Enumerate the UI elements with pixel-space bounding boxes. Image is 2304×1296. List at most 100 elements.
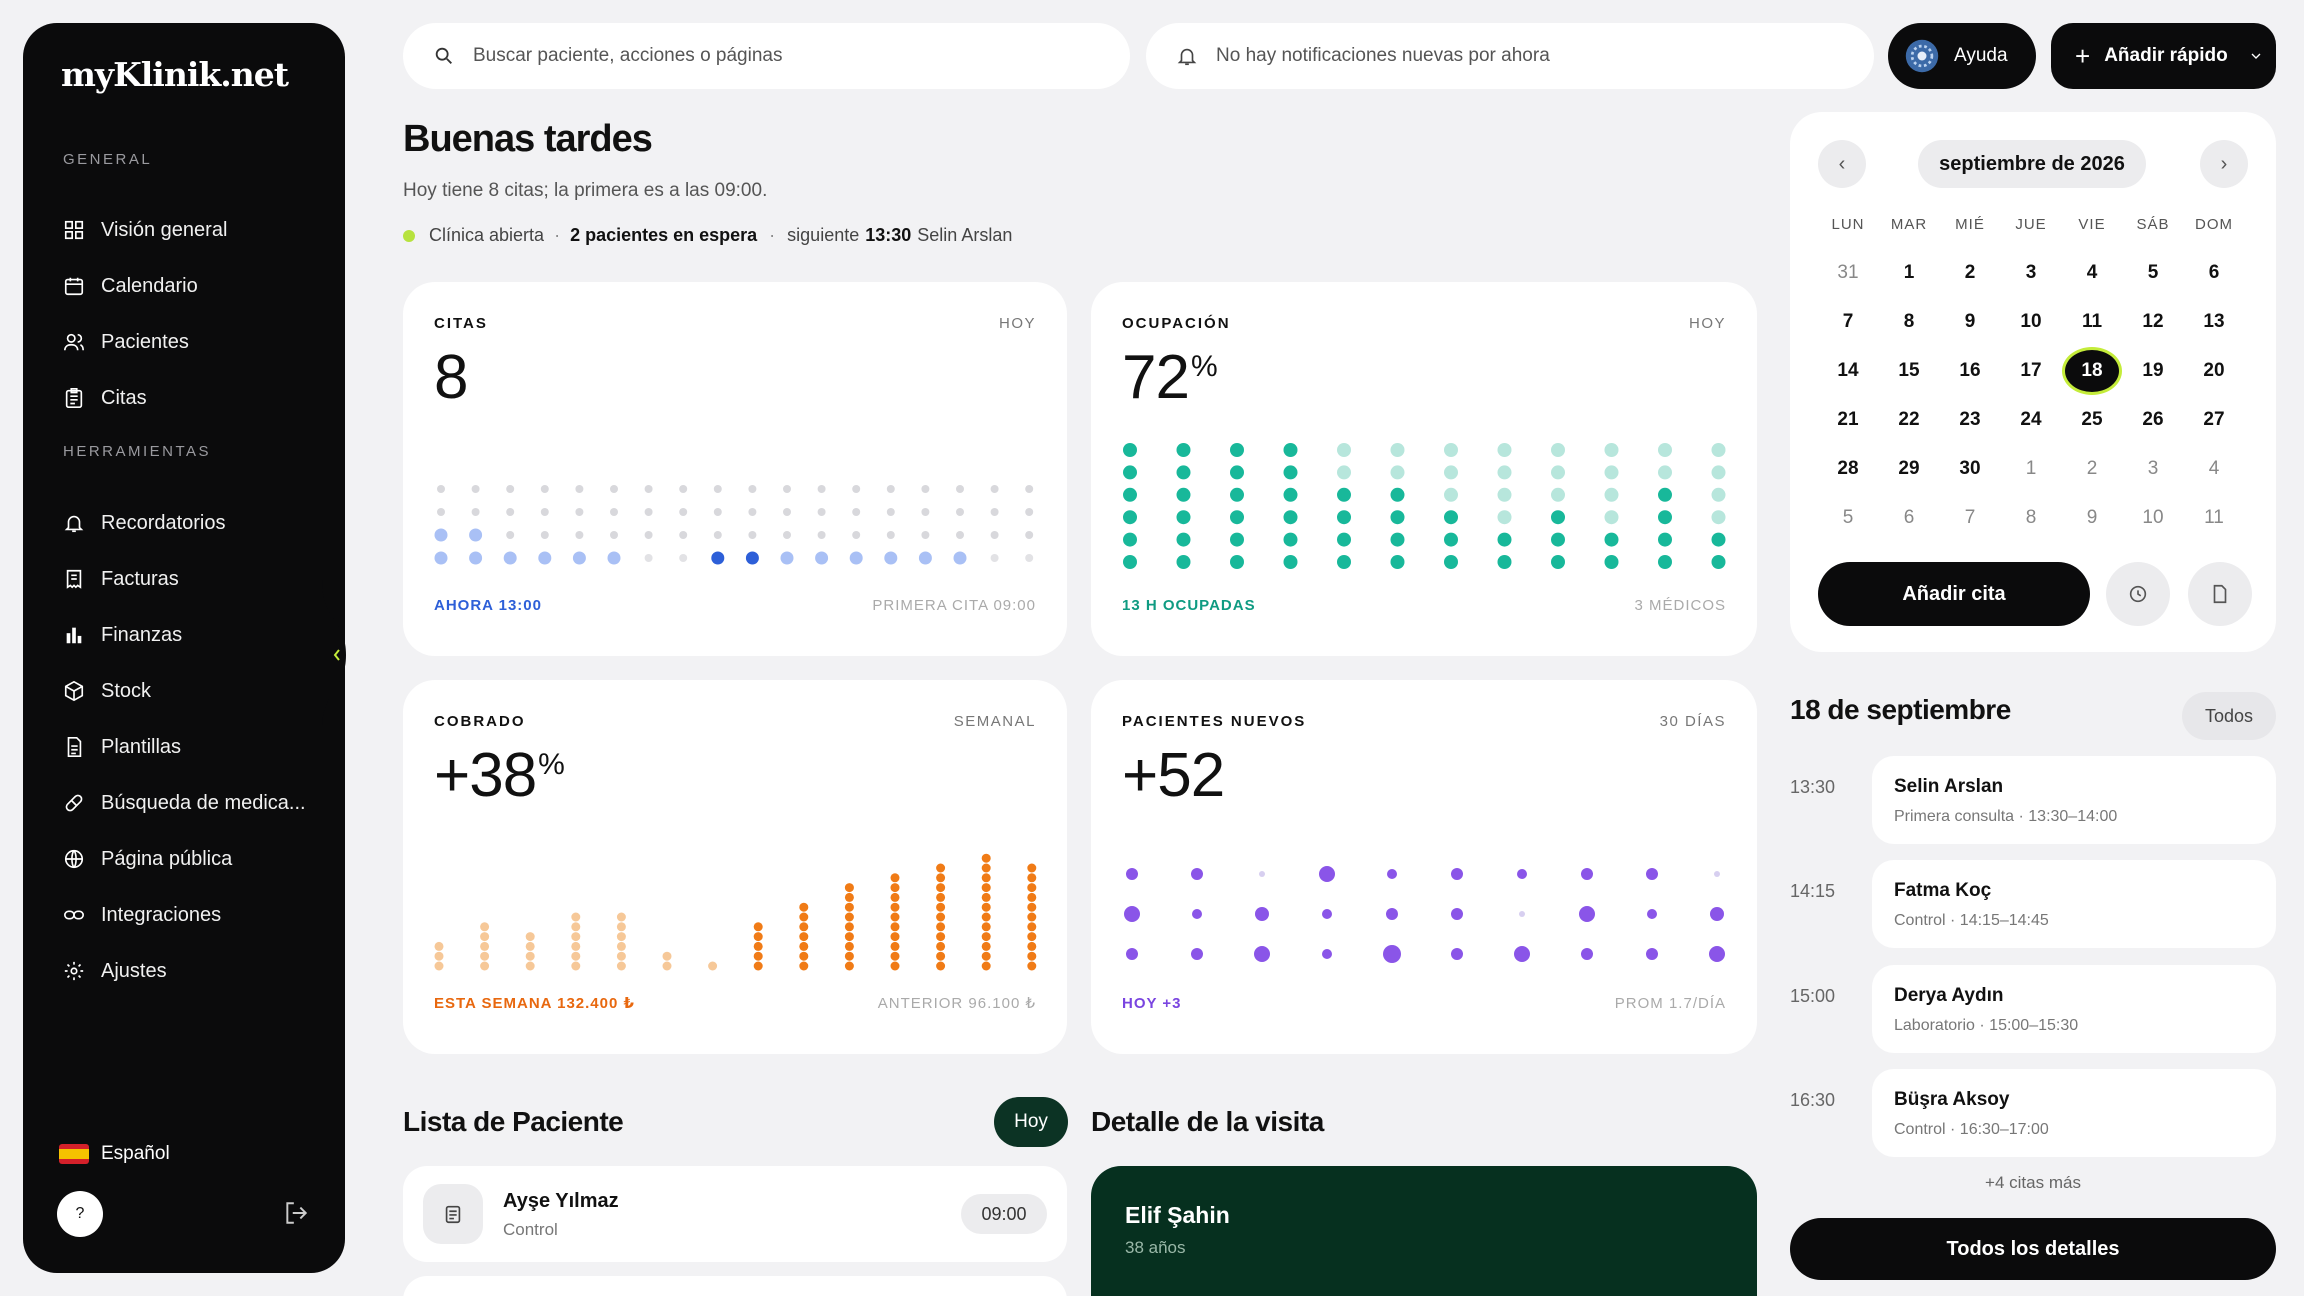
calendar-day[interactable]: 31 <box>1837 262 1859 283</box>
calendar-day[interactable]: 9 <box>2086 507 2098 528</box>
calendar-day[interactable]: 19 <box>2142 360 2164 381</box>
card-ocupacion[interactable]: OCUPACIÓN HOY 72% 13 H OCUPADAS 3 MÉDICO… <box>1091 282 1757 656</box>
occupancy-dot <box>1230 532 1244 547</box>
calendar-day[interactable]: 30 <box>1959 458 1981 479</box>
calendar-weekday: JUE <box>2015 216 2047 233</box>
sidebar-item-patients[interactable]: Pacientes <box>63 322 333 362</box>
calendar-day[interactable]: 24 <box>2020 409 2042 430</box>
quick-add-button[interactable]: + Añadir rápido <box>2051 23 2276 89</box>
calendar-day[interactable]: 14 <box>1837 360 1859 381</box>
calendar-day[interactable]: 28 <box>1837 458 1859 479</box>
agenda-item[interactable]: Selin Arslan Primera consulta · 13:30–14… <box>1872 756 2276 844</box>
collected-bar-dot <box>844 902 854 912</box>
new-patients-dot <box>1517 869 1527 879</box>
calendar-day[interactable]: 25 <box>2081 409 2103 430</box>
calendar-day[interactable]: 27 <box>2203 409 2225 430</box>
sidebar-item-public-page[interactable]: Página pública <box>63 839 333 879</box>
collected-bar-dot <box>936 912 946 922</box>
notifications-bar[interactable]: No hay notificaciones nuevas por ahora <box>1146 23 1874 89</box>
logout-icon[interactable] <box>283 1200 309 1226</box>
calendar-day[interactable]: 23 <box>1959 409 1981 430</box>
card-pacientes-nuevos[interactable]: PACIENTES NUEVOS 30 DÍAS +52 HOY +3 PROM… <box>1091 680 1757 1054</box>
agenda-item[interactable]: Derya Aydın Laboratorio · 15:00–15:30 <box>1872 965 2276 1053</box>
sidebar-collapse-toggle[interactable] <box>322 580 370 730</box>
language-selector[interactable]: Español <box>59 1143 170 1165</box>
sidebar-item-medication-search[interactable]: Búsqueda de medica... <box>63 783 333 823</box>
calendar-day[interactable]: 4 <box>2086 262 2098 283</box>
clock-button[interactable] <box>2106 562 2170 626</box>
help-circle-button[interactable]: ? <box>57 1191 103 1237</box>
calendar-day[interactable]: 11 <box>2081 311 2103 332</box>
citas-dot <box>434 551 448 565</box>
more-appointments-link[interactable]: +4 citas más <box>1985 1173 2081 1192</box>
calendar-day[interactable]: 10 <box>2020 311 2042 332</box>
calendar-day[interactable]: 5 <box>1842 507 1854 528</box>
calendar-day[interactable]: 1 <box>2025 458 2037 479</box>
calendar-day[interactable]: 18 <box>2062 347 2122 395</box>
agenda-filter-button[interactable]: Todos <box>2182 692 2276 740</box>
sidebar-item-appointments[interactable]: Citas <box>63 378 333 418</box>
calendar-day[interactable]: 17 <box>2020 360 2042 381</box>
calendar-day[interactable]: 7 <box>1964 507 1976 528</box>
calendar-day[interactable]: 2 <box>1964 262 1976 283</box>
calendar-day[interactable]: 26 <box>2142 409 2164 430</box>
calendar-day[interactable]: 8 <box>1903 311 1915 332</box>
app-logo[interactable]: myKlinik.net <box>61 55 289 94</box>
patient-list-item[interactable]: Ayşe Yılmaz Control 09:00 <box>403 1166 1067 1262</box>
calendar-day[interactable]: 22 <box>1898 409 1920 430</box>
prev-month-button[interactable]: ‹ <box>1818 140 1866 188</box>
card-cobrado[interactable]: COBRADO SEMANAL +38% ESTA SEMANA 132.400… <box>403 680 1067 1054</box>
help-button[interactable]: Ayuda <box>1888 23 2036 89</box>
document-button[interactable] <box>2188 562 2252 626</box>
collected-bar-dot <box>434 951 444 961</box>
collected-bar-dot <box>936 951 946 961</box>
agenda-item[interactable]: Fatma Koç Control · 14:15–14:45 <box>1872 860 2276 948</box>
calendar-day[interactable]: 1 <box>1903 262 1915 283</box>
calendar-day[interactable]: 7 <box>1842 311 1854 332</box>
sidebar-item-integrations[interactable]: Integraciones <box>63 895 333 935</box>
calendar-day[interactable]: 20 <box>2203 360 2225 381</box>
document-icon <box>67 737 82 757</box>
patient-list-item[interactable] <box>403 1276 1067 1296</box>
calendar-day[interactable]: 10 <box>2142 507 2164 528</box>
calendar-day[interactable]: 11 <box>2204 507 2224 528</box>
visit-detail-card[interactable]: Elif Şahin 38 años <box>1091 1166 1757 1296</box>
calendar-day[interactable]: 15 <box>1898 360 1920 381</box>
sidebar-item-stock[interactable]: Stock <box>63 671 333 711</box>
calendar-day[interactable]: 4 <box>2208 458 2220 479</box>
calendar-day[interactable]: 2 <box>2086 458 2098 479</box>
sidebar-item-templates[interactable]: Plantillas <box>63 727 333 767</box>
occupancy-dot <box>1658 443 1672 457</box>
calendar-day[interactable]: 5 <box>2147 262 2159 283</box>
calendar-day[interactable]: 13 <box>2203 311 2225 332</box>
citas-dot <box>921 485 930 493</box>
sidebar-item-settings[interactable]: Ajustes <box>63 951 333 991</box>
calendar-day[interactable]: 21 <box>1837 409 1859 430</box>
sidebar-item-calendar[interactable]: Calendario <box>63 266 333 306</box>
calendar-day[interactable]: 3 <box>2025 262 2037 283</box>
agenda-item[interactable]: Büşra Aksoy Control · 16:30–17:00 <box>1872 1069 2276 1157</box>
calendar-day[interactable]: 6 <box>2208 262 2220 283</box>
citas-dot <box>572 551 586 565</box>
sidebar-item-finances[interactable]: Finanzas <box>63 615 333 655</box>
calendar-day[interactable]: 6 <box>1903 507 1915 528</box>
calendar-month[interactable]: septiembre de 2026 <box>1918 140 2146 188</box>
all-details-button[interactable]: Todos los detalles <box>1790 1218 2276 1280</box>
card-citas[interactable]: CITAS HOY 8 AHORA 13:00 PRIMERA CITA 09:… <box>403 282 1067 656</box>
calendar-day[interactable]: 3 <box>2147 458 2159 479</box>
calendar-day[interactable]: 29 <box>1898 458 1920 479</box>
sidebar-item-invoices[interactable]: Facturas <box>63 559 333 599</box>
chevron-right-icon: › <box>2220 152 2228 175</box>
add-appointment-button[interactable]: Añadir cita <box>1818 562 2090 626</box>
next-month-button[interactable]: › <box>2200 140 2248 188</box>
search-bar[interactable]: Buscar paciente, acciones o páginas <box>403 23 1130 89</box>
calendar-day[interactable]: 8 <box>2025 507 2037 528</box>
sidebar-item-reminders[interactable]: Recordatorios <box>63 503 333 543</box>
collected-bar-dot <box>890 932 900 942</box>
sidebar-item-overview[interactable]: Visión general <box>63 210 333 250</box>
calendar-day[interactable]: 12 <box>2142 311 2164 332</box>
patient-list-filter-today[interactable]: Hoy <box>994 1097 1068 1147</box>
search-input[interactable]: Buscar paciente, acciones o páginas <box>473 45 783 66</box>
calendar-day[interactable]: 9 <box>1964 311 1976 332</box>
calendar-day[interactable]: 16 <box>1959 360 1981 381</box>
